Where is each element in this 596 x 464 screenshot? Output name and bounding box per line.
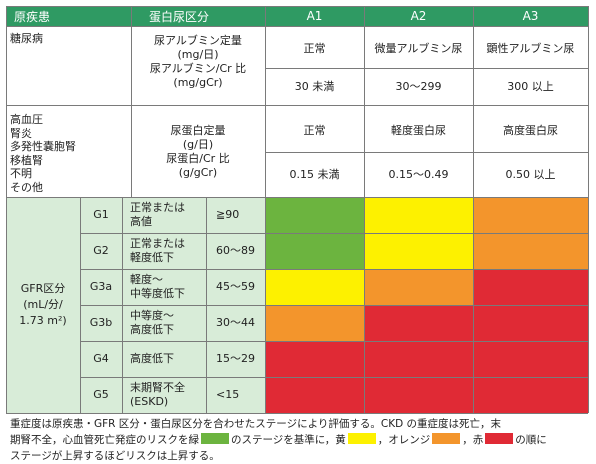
risk-cell-red [364, 305, 473, 341]
grid-line [6, 413, 588, 414]
diabetes-measure: 尿アルブミン定量 (mg/日) 尿アルブミン/Cr 比 (mg/gCr) [149, 34, 247, 89]
grid-line [80, 197, 81, 413]
grid-line [80, 269, 588, 270]
risk-cell-orange [473, 197, 588, 233]
gfr-stage: G3b [89, 316, 113, 329]
gfr-stage: G5 [93, 388, 109, 401]
risk-cell-orange [364, 269, 473, 305]
gfr-description: 末期腎不全 (ESKD) [122, 377, 206, 413]
risk-cell-red [473, 269, 588, 305]
gfr-range: 45〜59 [216, 280, 255, 293]
grid-line [265, 68, 588, 69]
gfr-range: 15〜29 [216, 352, 255, 365]
other-a1-name: 正常 [303, 124, 326, 137]
gfr-description-line: 正常または [130, 237, 185, 250]
gfr-description: 中等度〜 高度低下 [122, 305, 206, 341]
green-swatch [201, 433, 229, 444]
diabetes-label: 糖尿病 [10, 32, 43, 45]
gfr-description: 正常または 軽度低下 [122, 233, 206, 269]
grid-line [6, 197, 588, 198]
gfr-stage: G2 [93, 244, 109, 257]
diabetes-a1-value: 30 未満 [294, 80, 335, 93]
gfr-description: 正常または 高値 [122, 197, 206, 233]
diabetes-a3-value: 300 以上 [507, 80, 554, 93]
grid-line [473, 6, 474, 413]
risk-cell-red [364, 377, 473, 413]
grid-line [6, 105, 588, 106]
gfr-stage: G4 [93, 352, 109, 365]
header-a2: A2 [364, 6, 473, 26]
gfr-description-line: 軽度〜 [130, 273, 163, 286]
risk-cell-orange [473, 233, 588, 269]
risk-cell-orange [265, 305, 364, 341]
risk-cell-red [265, 341, 364, 377]
yellow-swatch [347, 433, 376, 444]
risk-cell-yellow [364, 233, 473, 269]
gfr-range: 30〜44 [216, 316, 255, 329]
header-a1: A1 [265, 6, 364, 26]
gfr-description: 軽度〜 中等度低下 [122, 269, 206, 305]
diabetes-a1-name: 正常 [303, 41, 326, 55]
grid-line [122, 197, 123, 413]
grid-line [265, 6, 266, 413]
gfr-description-line: 末期腎不全 [130, 381, 185, 394]
gfr-description-line: 中等度低下 [130, 287, 185, 300]
other-disease-label: 高血圧 腎炎 多発性嚢胞腎 移植腎 不明 その他 [10, 113, 76, 194]
other-measure: 尿蛋白定量 (g/日) 尿蛋白/Cr 比 (g/gCr) [166, 124, 230, 179]
risk-cell-red [364, 341, 473, 377]
gfr-range: <15 [216, 388, 240, 401]
footnote: 重症度は原疾患・GFR 区分・蛋白尿区分を合わせたステージにより評価する。CKD… [10, 416, 594, 464]
footnote-line-3: ステージが上昇するほどリスクは上昇する。 [10, 450, 220, 462]
grid-line [206, 197, 207, 413]
diabetes-a2-name: 微量アルブミン尿 [374, 41, 463, 55]
gfr-stage: G3a [89, 280, 113, 293]
grid-line [80, 305, 588, 306]
gfr-description-line: 高度低下 [130, 323, 174, 336]
other-a3-name: 高度蛋白尿 [503, 124, 558, 137]
grid-line [80, 377, 588, 378]
red-swatch [485, 433, 514, 444]
gfr-description-line: 高値 [130, 215, 152, 228]
gfr-range: ≧90 [216, 208, 240, 221]
orange-swatch [432, 433, 461, 444]
diabetes-a3-name: 顕性アルブミン尿 [486, 41, 575, 55]
gfr-label: GFR区分 (mL/分/ 1.73 m²) [19, 282, 67, 327]
other-a2-name: 軽度蛋白尿 [391, 124, 446, 137]
gfr-range: 60〜89 [216, 244, 255, 257]
gfr-description-line: 軽度低下 [130, 251, 174, 264]
risk-cell-green [265, 197, 364, 233]
grid-line [6, 6, 588, 7]
risk-cell-red [265, 377, 364, 413]
risk-cell-red [473, 341, 588, 377]
risk-cell-red [473, 305, 588, 341]
header-proteinuria: 蛋白尿区分 [131, 6, 265, 26]
grid-line [131, 6, 132, 197]
gfr-description: 高度低下 [122, 341, 206, 377]
footnote-line-2: 期腎不全，心血管死亡発症のリスクを緑 のステージを基準に，黄 ，オレンジ ，赤 の順に [10, 433, 547, 446]
gfr-description-line: 中等度〜 [130, 309, 174, 322]
header-a3: A3 [473, 6, 588, 26]
grid-line [80, 341, 588, 342]
gfr-description-line: 正常または [130, 201, 185, 214]
other-a1-value: 0.15 未満 [289, 168, 340, 181]
risk-cell-yellow [265, 269, 364, 305]
other-a3-value: 0.50 以上 [505, 168, 556, 181]
grid-line [588, 6, 589, 413]
risk-cell-green [265, 233, 364, 269]
grid-line [265, 152, 588, 153]
gfr-description-line: (ESKD) [130, 395, 169, 408]
diabetes-a2-value: 30〜299 [395, 80, 442, 93]
gfr-stage: G1 [93, 208, 109, 221]
risk-cell-yellow [364, 197, 473, 233]
other-a2-value: 0.15〜0.49 [388, 168, 449, 181]
gfr-description-line: 高度低下 [130, 352, 174, 365]
grid-line [364, 6, 365, 413]
footnote-line-1: 重症度は原疾患・GFR 区分・蛋白尿区分を合わせたステージにより評価する。CKD… [10, 418, 502, 430]
grid-line [6, 6, 7, 413]
grid-line [6, 26, 588, 27]
header-disease: 原疾患 [6, 6, 131, 26]
risk-cell-red [473, 377, 588, 413]
grid-line [80, 233, 588, 234]
